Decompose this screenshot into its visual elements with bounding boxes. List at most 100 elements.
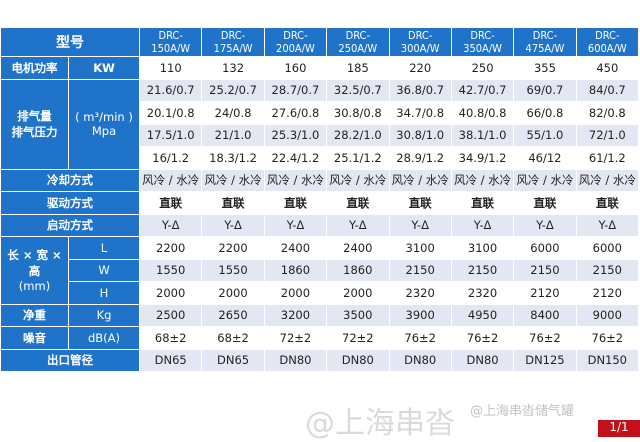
row-label: 冷却方式 [0,168,140,192]
cell: DN80 [450,348,515,372]
cell: DN80 [263,348,328,372]
cell: 6000 [513,236,577,260]
cell: 2000 [263,281,328,305]
cell: 185 [326,56,390,80]
cell: 55/1.0 [513,123,577,147]
noise-row: 噪音 dB(A) 68±2 68±2 72±2 72±2 76±2 76±2 76±2 76±2 [0,326,640,350]
cell: 110 [138,56,203,80]
cell: 6000 [575,236,640,260]
cell: 2120 [513,281,577,305]
cell: 22.4/1.2 [263,146,328,170]
cell: 3900 [388,303,452,327]
cell: 30.8/0.8 [326,101,390,125]
cell: Y-Δ [450,213,515,237]
unit: ( m³/min ) [75,110,133,124]
cell: 2150 [575,258,640,282]
cell: 68±2 [201,326,265,350]
cell: DN80 [326,348,390,372]
watermark-logo: 1/1 [598,420,640,437]
cell: 直联 [388,191,452,215]
cell: 250 [450,56,515,80]
cell: 72±2 [263,326,328,350]
cell: 72/1.0 [575,123,640,147]
cell: 28.9/1.2 [388,146,452,170]
cell: 直联 [201,191,265,215]
cell: 46/12 [513,146,577,170]
cell: 17.5/1.0 [138,123,203,147]
cell: 1860 [326,258,390,282]
start-row: 启动方式 Y-Δ Y-Δ Y-Δ Y-Δ Y-Δ Y-Δ Y-Δ Y-Δ [0,213,640,237]
cell: 27.6/0.8 [263,101,328,125]
cell: 42.7/0.7 [450,78,515,102]
row-label: 长 × 宽 × 高 (mm) [0,236,69,305]
watermark: @上海串沓 [305,406,455,441]
cell: 16/1.2 [138,146,203,170]
cell: Y-Δ [326,213,390,237]
label: 高 [28,264,41,279]
cell: 2400 [326,236,390,260]
cell: 2150 [388,258,452,282]
row-label: 启动方式 [0,213,140,237]
cell: 1860 [263,258,328,282]
cell: 34.7/0.8 [388,101,452,125]
cell: 76±2 [513,326,577,350]
cell: DN65 [138,348,203,372]
cell: 2320 [388,281,452,305]
cell: Y-Δ [263,213,328,237]
cell: 2000 [201,281,265,305]
row-label: 出口管径 [0,348,140,372]
unit-label: W [68,258,140,282]
row-label: 排气量 排气压力 [0,78,69,170]
spec-table: 型号 DRC-150A/W DRC-175A/W DRC-200A/W DRC-250A… [0,27,640,372]
cell: 21/1.0 [201,123,265,147]
cell: Y-Δ [388,213,452,237]
cell: 84/0.7 [575,78,640,102]
cell: 风冷 / 水冷 [201,168,265,192]
cell: 直联 [450,191,515,215]
dim-row: H 2000 2000 2000 2000 2320 2320 2120 2120 [1,281,640,305]
air-row: 20.1/0.8 24/0.8 27.6/0.8 30.8/0.8 34.7/0.8 40… [1,101,640,125]
cell: 2000 [326,281,390,305]
cell: 220 [388,56,452,80]
model-header: DRC-600A/W [575,27,640,57]
unit-label: Kg [68,303,140,327]
cell: 450 [575,56,640,80]
label: 长 × 宽 × [7,248,62,263]
cell: 68±2 [138,326,203,350]
cell: 25.3/1.0 [263,123,328,147]
model-label: 型号 [0,27,140,57]
unit-label: H [68,281,140,305]
unit-label: ( m³/min ) Mpa [68,78,140,170]
cell: 2150 [513,258,577,282]
cell: 76±2 [450,326,515,350]
air-row: 16/1.2 18.3/1.2 22.4/1.2 25.1/1.2 28.9/1.2 34… [1,146,640,170]
cell: DN80 [388,348,452,372]
cooling-row: 冷却方式 风冷 / 水冷 风冷 / 水冷 风冷 / 水冷 风冷 / 水冷 风冷 / 水冷风… [0,168,640,192]
model-header: DRC-200A/W [263,27,328,57]
cell: 21.6/0.7 [138,78,203,102]
cell: 76±2 [388,326,452,350]
cell: 直联 [263,191,328,215]
model-header: DRC-150A/W [138,27,203,57]
drive-row: 驱动方式 直联 直联 直联 直联 直联 直联 直联 直联 [0,191,640,215]
cell: 72±2 [326,326,390,350]
cell: 2200 [201,236,265,260]
weight-row: 净重 Kg 2500 2650 3200 3500 3900 4950 8400 9000 [0,303,640,327]
model-header: DRC-475A/W [513,27,577,57]
air-row: 排气量 排气压力( m³/min ) Mpa 21.6/0.7 25.2/0.7 28.7… [0,78,640,170]
cell: 66/0.8 [513,101,577,125]
cell: 3500 [326,303,390,327]
unit-label: L [68,236,140,260]
cell: 2000 [138,281,203,305]
cell: 69/0.7 [513,78,577,102]
cell: 2500 [138,303,203,327]
cell: 40.8/0.8 [450,101,515,125]
model-header: DRC-350A/W [450,27,515,57]
power-row: 电机功率 KW 110 132 160 185 220 250 355 450 [0,56,640,80]
cell: 34.9/1.2 [450,146,515,170]
cell: 8400 [513,303,577,327]
label: (mm) [18,279,51,294]
unit-label: dB(A) [68,326,140,350]
cell: 风冷 / 水冷 [326,168,390,192]
dim-row: W 1550 1550 1860 1860 2150 2150 2150 2150 [1,258,640,282]
